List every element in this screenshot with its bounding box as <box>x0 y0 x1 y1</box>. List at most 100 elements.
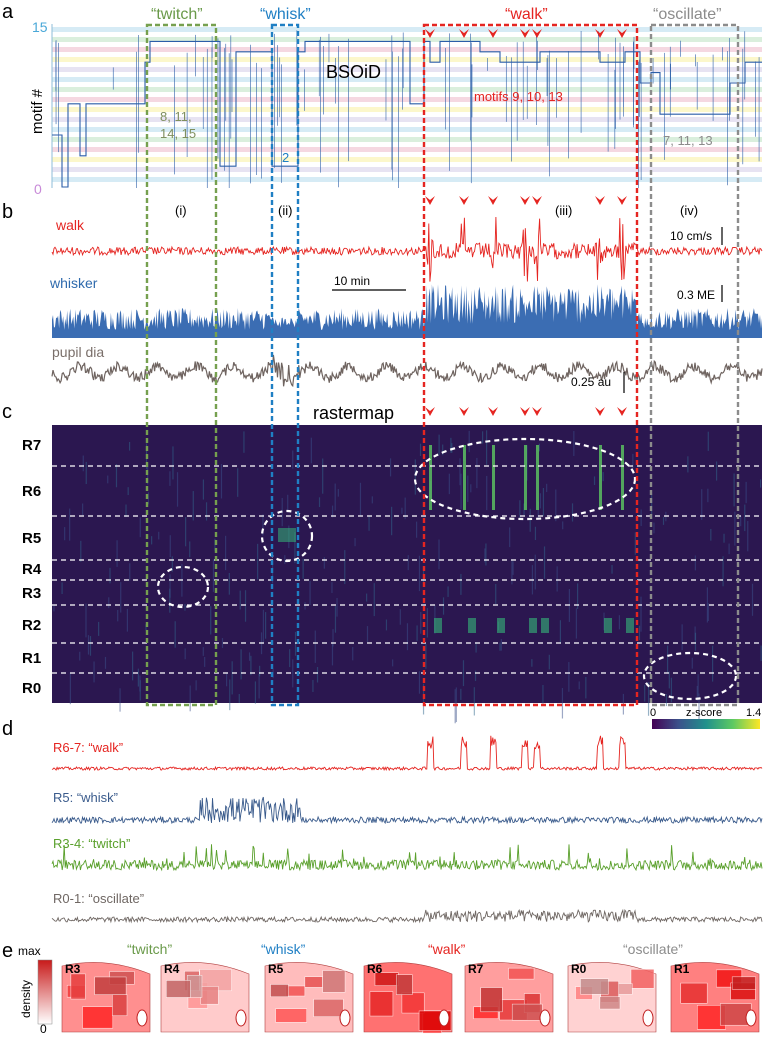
raster-activity <box>174 621 176 648</box>
raster-activity <box>711 645 714 682</box>
raster-activity <box>192 491 194 521</box>
raster-activity <box>647 682 650 716</box>
raster-walk-burst <box>541 618 549 633</box>
raster-activity <box>760 645 762 662</box>
motif-stripes <box>52 27 762 182</box>
raster-activity <box>87 635 90 655</box>
raster-activity <box>576 583 579 610</box>
olfactory-bulb <box>745 1009 757 1027</box>
raster-activity <box>751 583 754 616</box>
raster-activity <box>420 612 422 634</box>
raster-activity <box>438 539 440 570</box>
colorbar-label: z-score <box>686 707 722 719</box>
walk-bout-arrow <box>595 196 605 205</box>
raster-activity <box>640 596 642 632</box>
raster-activity <box>169 471 171 486</box>
cortical-area <box>599 996 621 1010</box>
raster-activity <box>205 502 208 521</box>
raster-activity <box>80 540 82 562</box>
raster-activity <box>224 535 227 571</box>
raster-activity <box>292 450 294 469</box>
walk-trace <box>51 216 763 282</box>
walk-arrows-a <box>425 29 627 38</box>
trace-label-whisk: R5: “whisk” <box>53 790 118 805</box>
raster-activity <box>468 430 470 453</box>
raster-activity <box>485 430 488 465</box>
raster-activity <box>316 667 319 683</box>
walk-arrows-c <box>425 407 627 416</box>
motif-group-twitch-line2: 14, 15 <box>160 126 196 141</box>
raster-activity <box>373 583 375 617</box>
raster-activity <box>323 557 325 569</box>
motif-stripe <box>52 67 762 72</box>
raster-activity <box>332 629 334 647</box>
panel-letter-c: c <box>2 401 12 423</box>
raster-activity <box>292 659 294 688</box>
raster-activity <box>337 489 339 497</box>
raster-activity <box>108 597 110 609</box>
raster-activity <box>447 586 449 597</box>
raster-activity <box>258 673 260 699</box>
raster-activity <box>391 506 393 536</box>
raster-walk-burst <box>434 618 442 633</box>
raster-activity <box>169 588 171 613</box>
raster-activity <box>694 632 697 651</box>
map-label: R4 <box>164 962 180 976</box>
raster-activity <box>184 648 186 660</box>
raster-activity <box>571 503 574 522</box>
raster-activity <box>171 556 173 572</box>
raster-activity <box>115 464 118 488</box>
panel-c: c rastermap R7 R6 R5 R4 R3 R2 R1 R0 0 z-score 1… <box>2 401 762 729</box>
raster-activity <box>681 624 683 651</box>
map-label: R7 <box>468 962 484 976</box>
motif-stripe <box>52 177 762 182</box>
raster-activity <box>561 688 564 719</box>
cortical-area <box>617 983 633 995</box>
raster-activity <box>98 621 100 636</box>
bsoid-title: BSOiD <box>326 62 381 82</box>
raster-activity <box>460 573 462 595</box>
raster-activity <box>366 626 369 643</box>
trace-label-twitch: R3-4: “twitch” <box>53 836 130 851</box>
walk-arrows-b <box>425 196 627 205</box>
raster-activity <box>202 647 204 656</box>
cortical-area <box>82 1006 114 1029</box>
olfactory-bulb <box>539 1009 551 1027</box>
roman-ii: (ii) <box>278 203 292 218</box>
raster-activity <box>653 522 655 534</box>
raster-activity <box>404 497 406 520</box>
density-colorbar <box>37 959 53 1025</box>
colorbar-max: 1.4 <box>746 707 761 719</box>
raster-activity <box>418 671 421 694</box>
raster-walk-burst <box>626 618 634 633</box>
raster-whisk-burst <box>278 528 296 542</box>
raster-activity <box>318 497 321 508</box>
raster-activity <box>745 481 747 504</box>
raster-activity <box>485 543 487 566</box>
zscore-colorbar <box>652 719 760 729</box>
raster-walk-burst <box>463 445 466 510</box>
raster-activity <box>670 677 673 703</box>
row-label-r7: R7 <box>22 437 41 454</box>
row-label-r4: R4 <box>22 561 42 578</box>
trace-label-walk: R6-7: “walk” <box>53 740 123 755</box>
walk-bout-arrow <box>532 407 542 416</box>
cortical-area <box>313 998 344 1017</box>
raster-activity <box>747 521 749 552</box>
raster-activity <box>310 437 312 464</box>
raster-activity <box>237 468 239 497</box>
motif-stripe <box>52 107 762 112</box>
cortical-area <box>508 967 535 980</box>
raster-activity <box>634 532 636 555</box>
walk-bout-arrow <box>488 29 498 38</box>
walk-cluster-ellipse <box>413 437 637 521</box>
panel-a: a 15 0 motif # BSOiD “twitch” “whisk” “w… <box>2 1 762 197</box>
twitch-box <box>145 23 218 707</box>
motif-stripe <box>52 167 762 172</box>
map-group-whisk: “whisk” <box>261 941 306 957</box>
walk-bout-arrow <box>520 407 530 416</box>
raster-activity <box>79 651 81 661</box>
raster-activity <box>128 441 131 451</box>
olfactory-bulb <box>339 1009 351 1027</box>
raster-activity <box>294 631 297 656</box>
